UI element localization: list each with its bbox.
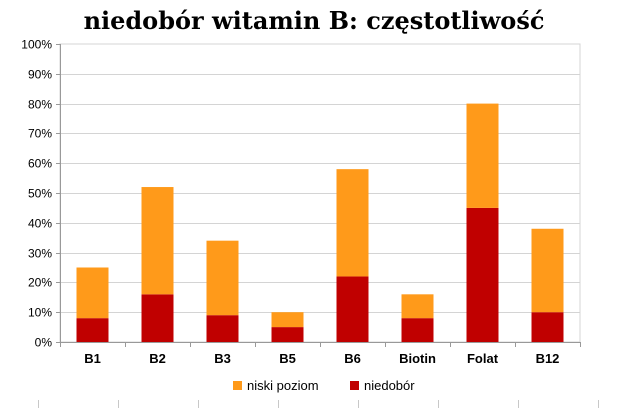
chart-title: niedobór witamin B: częstotliwość — [83, 6, 545, 35]
x-tick-label: B2 — [149, 351, 166, 366]
bar-b5-series-1 — [271, 312, 304, 328]
x-tick-label: B6 — [344, 351, 361, 366]
bar-b6-series-0 — [336, 276, 369, 342]
y-tick-label: 50% — [28, 187, 52, 201]
x-tick-label: B5 — [279, 351, 296, 366]
x-tick-label: Folat — [467, 351, 499, 366]
y-tick-label: 30% — [28, 247, 52, 261]
legend: niski poziom niedobór — [38, 378, 599, 408]
grid-lines — [59, 43, 581, 343]
x-tick-label: B1 — [84, 351, 101, 366]
bar-b1-series-1 — [76, 267, 109, 319]
bar-b6-series-1 — [336, 169, 369, 277]
y-tick-label: 60% — [28, 157, 52, 171]
y-tick-label: 10% — [28, 306, 52, 320]
bar-folat-series-0 — [466, 207, 499, 342]
axes: 0% 10% 20% 30% 40% 50% 60% 70% 80% 90% 100% B1 B2 B3 B… — [21, 38, 581, 366]
legend-label: niedobór — [364, 378, 415, 393]
legend-swatch — [233, 381, 242, 390]
y-tick-label: 0% — [35, 336, 53, 350]
bar-b1-series-0 — [76, 318, 109, 342]
bar-b2-series-0 — [141, 294, 174, 342]
legend-swatch — [350, 381, 359, 390]
bars — [76, 103, 564, 342]
bar-b5-series-0 — [271, 327, 304, 342]
x-tick-label: Biotin — [399, 351, 436, 366]
y-tick-label: 90% — [28, 68, 52, 82]
bar-b3-series-0 — [206, 315, 239, 342]
bar-b3-series-1 — [206, 240, 239, 316]
y-tick-label: 40% — [28, 217, 52, 231]
legend-label: niski poziom — [247, 378, 319, 393]
bar-b12-series-1 — [531, 228, 564, 313]
y-tick-label: 20% — [28, 276, 52, 290]
bar-biotin-series-1 — [401, 294, 434, 319]
x-tick-label: B12 — [536, 351, 560, 366]
y-tick-label: 100% — [21, 38, 52, 52]
bar-folat-series-1 — [466, 103, 499, 208]
x-tick-label: B3 — [214, 351, 231, 366]
y-tick-label: 80% — [28, 98, 52, 112]
bar-biotin-series-0 — [401, 318, 434, 342]
bar-b12-series-0 — [531, 312, 564, 342]
bar-b2-series-1 — [141, 187, 174, 295]
y-tick-label: 70% — [28, 127, 52, 141]
